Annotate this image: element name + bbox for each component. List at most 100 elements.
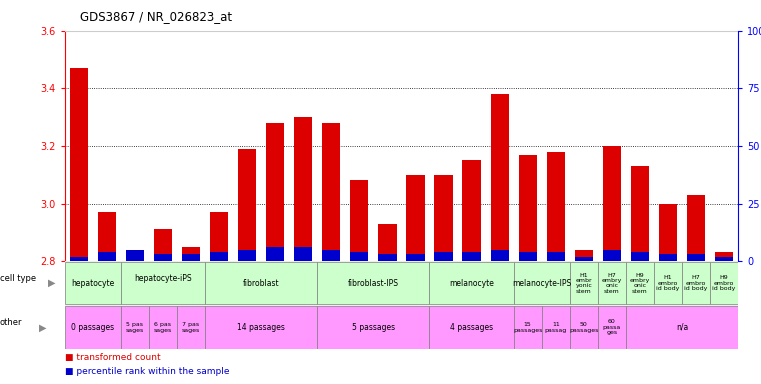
Text: H1
embro
id body: H1 embro id body <box>656 275 680 291</box>
Text: 11
passag: 11 passag <box>545 322 567 333</box>
Bar <box>429 306 514 349</box>
Text: fibroblast: fibroblast <box>243 279 279 288</box>
Text: hepatocyte-iPS: hepatocyte-iPS <box>134 274 192 293</box>
Bar <box>154 254 172 261</box>
Text: 4 passages: 4 passages <box>450 323 493 332</box>
Bar <box>435 252 453 261</box>
Text: other: other <box>0 318 23 328</box>
Bar <box>238 149 256 261</box>
Text: 60
passa
ges: 60 passa ges <box>603 319 621 335</box>
Text: cell type: cell type <box>0 274 36 283</box>
Text: H7
embry
onic
stem: H7 embry onic stem <box>602 273 622 294</box>
Bar <box>491 94 509 261</box>
Text: fibroblast-IPS: fibroblast-IPS <box>348 279 399 288</box>
Bar <box>266 123 285 261</box>
Bar <box>518 155 537 261</box>
Bar <box>97 212 116 261</box>
Text: H1
embr
yonic
stem: H1 embr yonic stem <box>575 273 592 294</box>
Bar <box>154 230 172 261</box>
Bar <box>294 117 312 261</box>
Bar <box>177 306 205 349</box>
Bar <box>205 306 317 349</box>
Bar <box>322 250 340 261</box>
Bar <box>715 253 734 261</box>
Bar <box>603 146 621 261</box>
Text: 7 pas
sages: 7 pas sages <box>182 322 200 333</box>
Bar <box>546 252 565 261</box>
Bar <box>378 254 396 261</box>
Bar <box>294 247 312 261</box>
Bar <box>429 262 514 305</box>
Bar <box>514 306 542 349</box>
Text: ▶: ▶ <box>48 278 56 288</box>
Text: n/a: n/a <box>676 323 688 332</box>
Bar <box>626 306 738 349</box>
Bar <box>266 247 285 261</box>
Bar <box>575 250 593 261</box>
Bar <box>575 257 593 261</box>
Text: 14 passages: 14 passages <box>237 323 285 332</box>
Bar <box>126 250 144 261</box>
Bar <box>69 68 88 261</box>
Text: melanocyte-IPS: melanocyte-IPS <box>512 279 572 288</box>
Bar <box>65 262 121 305</box>
Bar <box>65 306 121 349</box>
Bar <box>238 250 256 261</box>
Text: hepatocyte: hepatocyte <box>71 279 114 288</box>
Bar <box>406 254 425 261</box>
Text: melanocyte: melanocyte <box>449 279 494 288</box>
Bar <box>687 254 705 261</box>
Bar <box>546 152 565 261</box>
Bar <box>322 123 340 261</box>
Bar <box>205 262 317 305</box>
Text: ■ transformed count: ■ transformed count <box>65 354 161 362</box>
Text: ■ percentile rank within the sample: ■ percentile rank within the sample <box>65 367 229 376</box>
Text: 15
passages: 15 passages <box>513 322 543 333</box>
Bar <box>631 166 649 261</box>
Text: ▶: ▶ <box>39 322 46 333</box>
Bar <box>182 254 200 261</box>
Text: 0 passages: 0 passages <box>72 323 114 332</box>
Bar <box>435 175 453 261</box>
Bar <box>687 195 705 261</box>
Bar <box>350 180 368 261</box>
Bar <box>121 306 149 349</box>
Text: GDS3867 / NR_026823_at: GDS3867 / NR_026823_at <box>80 10 232 23</box>
Bar <box>570 306 598 349</box>
Bar <box>210 212 228 261</box>
Text: 5 pas
sages: 5 pas sages <box>126 322 144 333</box>
Bar <box>182 247 200 261</box>
Bar <box>69 257 88 261</box>
Bar <box>317 262 429 305</box>
Bar <box>598 262 626 305</box>
Text: 6 pas
sages: 6 pas sages <box>154 322 172 333</box>
Bar <box>350 252 368 261</box>
Bar <box>542 306 570 349</box>
Bar <box>710 262 738 305</box>
Bar <box>659 254 677 261</box>
Bar <box>518 252 537 261</box>
Bar <box>603 250 621 261</box>
Bar <box>626 262 654 305</box>
Text: H9
embry
onic
stem: H9 embry onic stem <box>630 273 650 294</box>
Bar <box>149 306 177 349</box>
Text: 50
passages: 50 passages <box>569 322 598 333</box>
Bar <box>97 252 116 261</box>
Bar <box>463 161 481 261</box>
Bar <box>317 306 429 349</box>
Bar <box>715 257 734 261</box>
Text: H9
embro
id body: H9 embro id body <box>712 275 736 291</box>
Bar <box>514 262 570 305</box>
Bar <box>121 262 205 305</box>
Bar <box>654 262 682 305</box>
Bar <box>598 306 626 349</box>
Bar <box>682 262 710 305</box>
Bar <box>491 250 509 261</box>
Bar <box>406 175 425 261</box>
Bar <box>570 262 598 305</box>
Text: H7
embro
id body: H7 embro id body <box>684 275 708 291</box>
Bar <box>378 224 396 261</box>
Bar <box>631 252 649 261</box>
Bar <box>210 252 228 261</box>
Text: 5 passages: 5 passages <box>352 323 395 332</box>
